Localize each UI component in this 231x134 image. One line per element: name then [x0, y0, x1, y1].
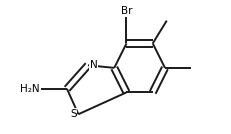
Text: H₂N: H₂N: [20, 84, 40, 94]
Text: S: S: [70, 109, 76, 119]
Text: N: N: [89, 60, 97, 70]
Text: Br: Br: [120, 6, 132, 16]
